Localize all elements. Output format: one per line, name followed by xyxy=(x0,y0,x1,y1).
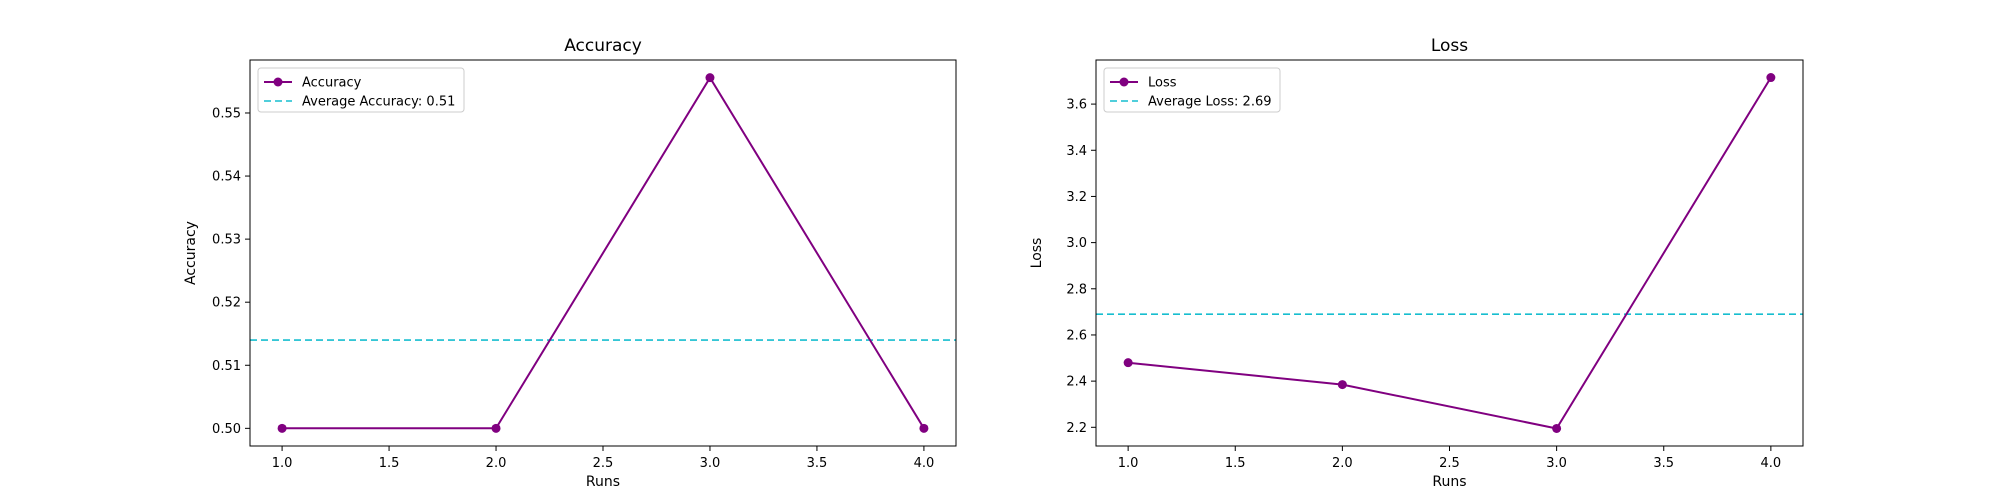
y-tick-label: 2.6 xyxy=(1066,328,1087,343)
loss-data-point xyxy=(1337,380,1347,390)
x-tick-label: 2.5 xyxy=(1439,456,1460,471)
y-tick-label: 2.8 xyxy=(1066,282,1087,297)
y-tick-label: 0.54 xyxy=(212,170,241,185)
x-axis-label: Runs xyxy=(1432,474,1466,490)
legend-box xyxy=(1103,67,1281,113)
y-tick-label: 0.52 xyxy=(212,296,241,311)
loss-chart: 1.0 1.5 2.0 2.5 3.0 3.5 4.0 2.2 2.4 2.6 2.8 3.0 3.2 3… xyxy=(1029,36,1804,490)
x-tick-label: 4.0 xyxy=(1761,456,1782,471)
x-tick-label: 2.5 xyxy=(593,456,614,471)
legend-series-label: Accuracy xyxy=(302,76,362,91)
loss-data-point xyxy=(1552,423,1562,433)
accuracy-chart-title: Accuracy xyxy=(564,36,642,56)
y-tick-label: 0.55 xyxy=(212,106,241,121)
x-tick-label: 1.5 xyxy=(1225,456,1246,471)
x-tick-label: 1.0 xyxy=(272,456,293,471)
accuracy-data-point xyxy=(919,423,929,433)
x-tick-label: 3.5 xyxy=(807,456,828,471)
y-tick-label: 2.2 xyxy=(1066,421,1087,436)
legend-average-label: Average Loss: 2.69 xyxy=(1148,95,1272,110)
y-tick-label: 3.2 xyxy=(1066,190,1087,205)
y-tick-label: 0.50 xyxy=(212,422,241,437)
y-tick-label: 3.4 xyxy=(1066,144,1087,159)
x-tick-label: 4.0 xyxy=(914,456,935,471)
plot-frame xyxy=(1095,59,1804,447)
legend-series-marker xyxy=(273,77,283,87)
loss-series-line xyxy=(1127,76,1772,430)
legend-box xyxy=(257,67,465,113)
loss-data-point xyxy=(1766,73,1776,83)
legend-series-marker xyxy=(1119,77,1129,87)
legend-average-label: Average Accuracy: 0.51 xyxy=(302,95,455,110)
y-axis-label: Loss xyxy=(1029,238,1045,269)
accuracy-data-point xyxy=(277,423,287,433)
accuracy-legend: Accuracy Average Accuracy: 0.51 xyxy=(257,67,465,113)
accuracy-series-line xyxy=(282,75,925,430)
x-axis-label: Runs xyxy=(586,474,620,490)
y-tick-label: 3.6 xyxy=(1066,98,1087,113)
x-tick-label: 3.0 xyxy=(700,456,721,471)
accuracy-data-point xyxy=(705,73,715,83)
loss-chart-title: Loss xyxy=(1431,36,1468,56)
loss-legend: Loss Average Loss: 2.69 xyxy=(1103,67,1281,113)
accuracy-chart: 1.0 1.5 2.0 2.5 3.0 3.5 4.0 0.50 0.51 0.52 0.53 0.5… xyxy=(183,36,957,490)
x-tick-label: 2.0 xyxy=(1332,456,1353,471)
x-tick-label: 3.0 xyxy=(1546,456,1567,471)
accuracy-data-point xyxy=(491,423,501,433)
y-tick-label: 2.4 xyxy=(1066,375,1087,390)
y-tick-label: 0.51 xyxy=(212,359,241,374)
x-tick-label: 3.5 xyxy=(1653,456,1674,471)
y-axis-label: Accuracy xyxy=(183,221,199,285)
x-tick-label: 1.5 xyxy=(379,456,400,471)
x-tick-label: 2.0 xyxy=(486,456,507,471)
loss-data-point xyxy=(1123,358,1133,368)
x-tick-label: 1.0 xyxy=(1118,456,1139,471)
legend-series-label: Loss xyxy=(1148,76,1177,91)
y-tick-label: 0.53 xyxy=(212,233,241,248)
y-tick-label: 3.0 xyxy=(1066,236,1087,251)
